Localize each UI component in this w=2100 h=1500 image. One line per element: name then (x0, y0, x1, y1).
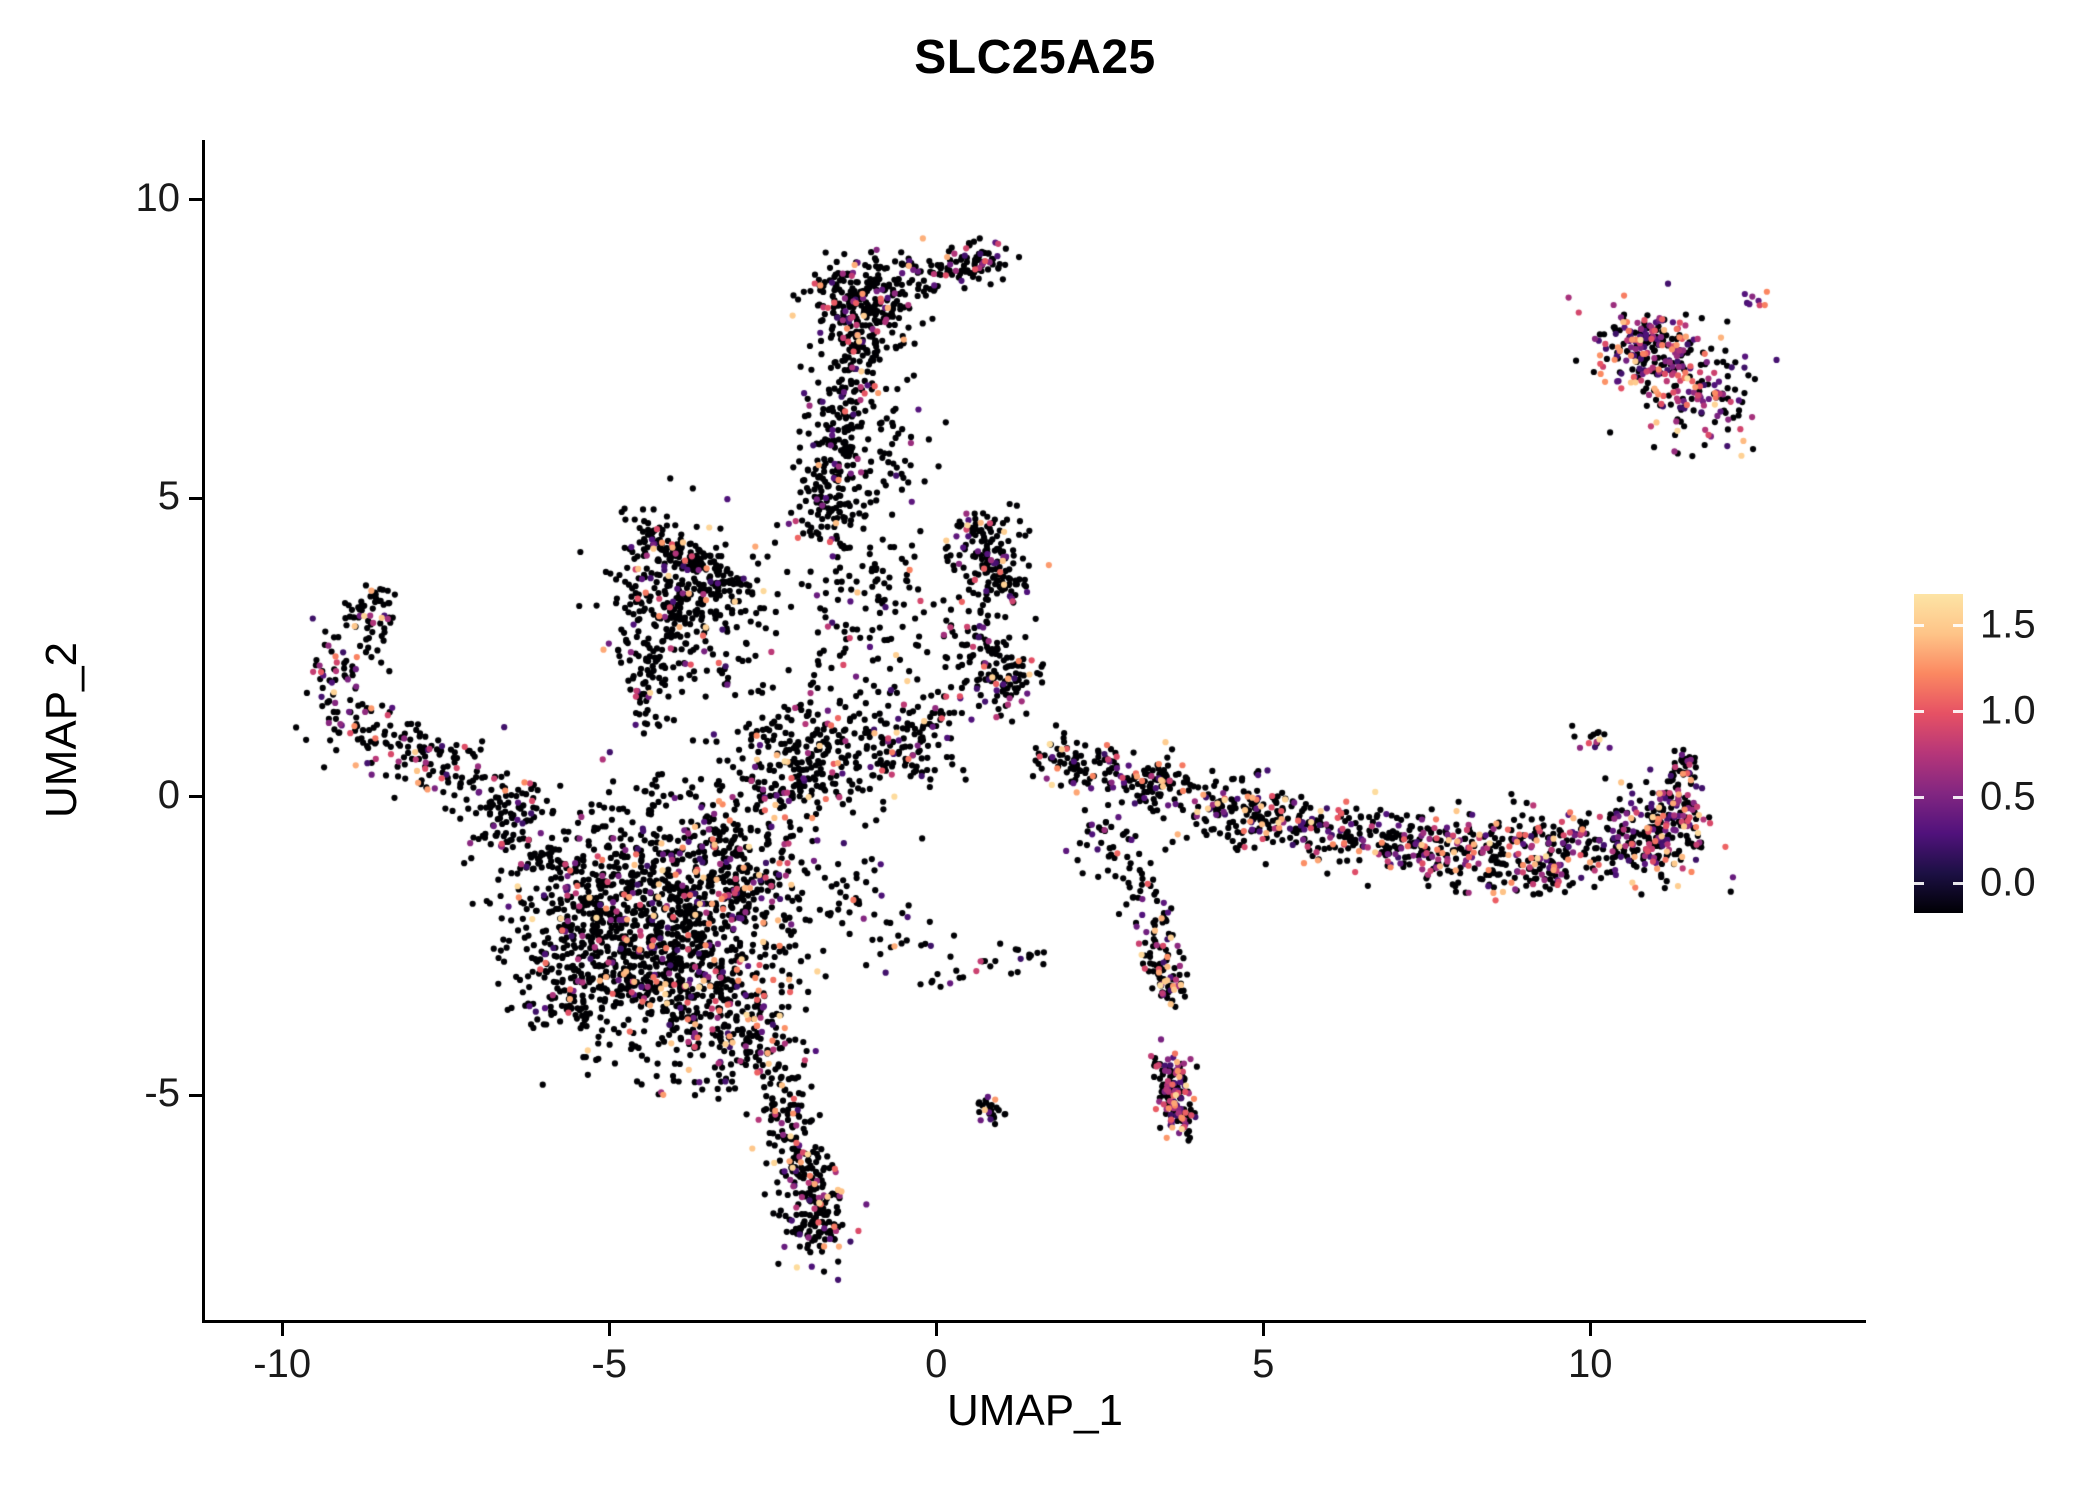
x-tick-label: -10 (253, 1342, 312, 1386)
legend-tick-mark (1953, 795, 1963, 799)
legend-tick-label: 0.0 (1980, 860, 2036, 905)
legend-tick-mark (1953, 881, 1963, 885)
legend-tick-label: 1.0 (1980, 688, 2036, 733)
x-tick-label: -5 (591, 1342, 627, 1386)
x-tick-mark (607, 1323, 611, 1336)
x-tick-mark (934, 1323, 938, 1336)
legend-tick-label: 0.5 (1980, 774, 2036, 819)
x-tick-label: 10 (1568, 1342, 1613, 1386)
legend-tick-mark (1953, 709, 1963, 713)
color-legend: 1.5 1.0 0.5 0.0 (1914, 594, 2036, 913)
legend-tick-mark (1914, 623, 1924, 627)
plot-title: SLC25A25 (914, 31, 1156, 84)
y-tick-mark (189, 1093, 202, 1097)
legend-colorbar: 1.5 1.0 0.5 0.0 (1914, 594, 2036, 913)
scatter-points-canvas (205, 140, 1865, 1320)
y-tick-label: 5 (157, 474, 180, 519)
legend-tick-mark (1914, 795, 1924, 799)
y-tick-mark (189, 198, 202, 202)
x-tick-label: 5 (1252, 1342, 1275, 1386)
y-tick-mark (189, 496, 202, 500)
x-tick-mark (1588, 1323, 1592, 1336)
x-axis-label: UMAP_1 (946, 1386, 1124, 1435)
legend-tick-mark (1914, 881, 1924, 885)
y-tick-label: 10 (135, 175, 181, 220)
y-tick-label: -5 (144, 1071, 180, 1116)
legend-tick-label: 1.5 (1980, 602, 2036, 647)
x-tick-mark (280, 1323, 284, 1336)
x-tick-label: 0 (925, 1342, 948, 1386)
x-axis-line (202, 1320, 1866, 1323)
x-tick-mark (1261, 1323, 1265, 1336)
y-tick-label: 0 (157, 772, 180, 817)
y-tick-mark (189, 795, 202, 799)
legend-tick-mark (1914, 709, 1924, 713)
y-axis-line (202, 140, 205, 1323)
legend-tick-mark (1953, 623, 1963, 627)
